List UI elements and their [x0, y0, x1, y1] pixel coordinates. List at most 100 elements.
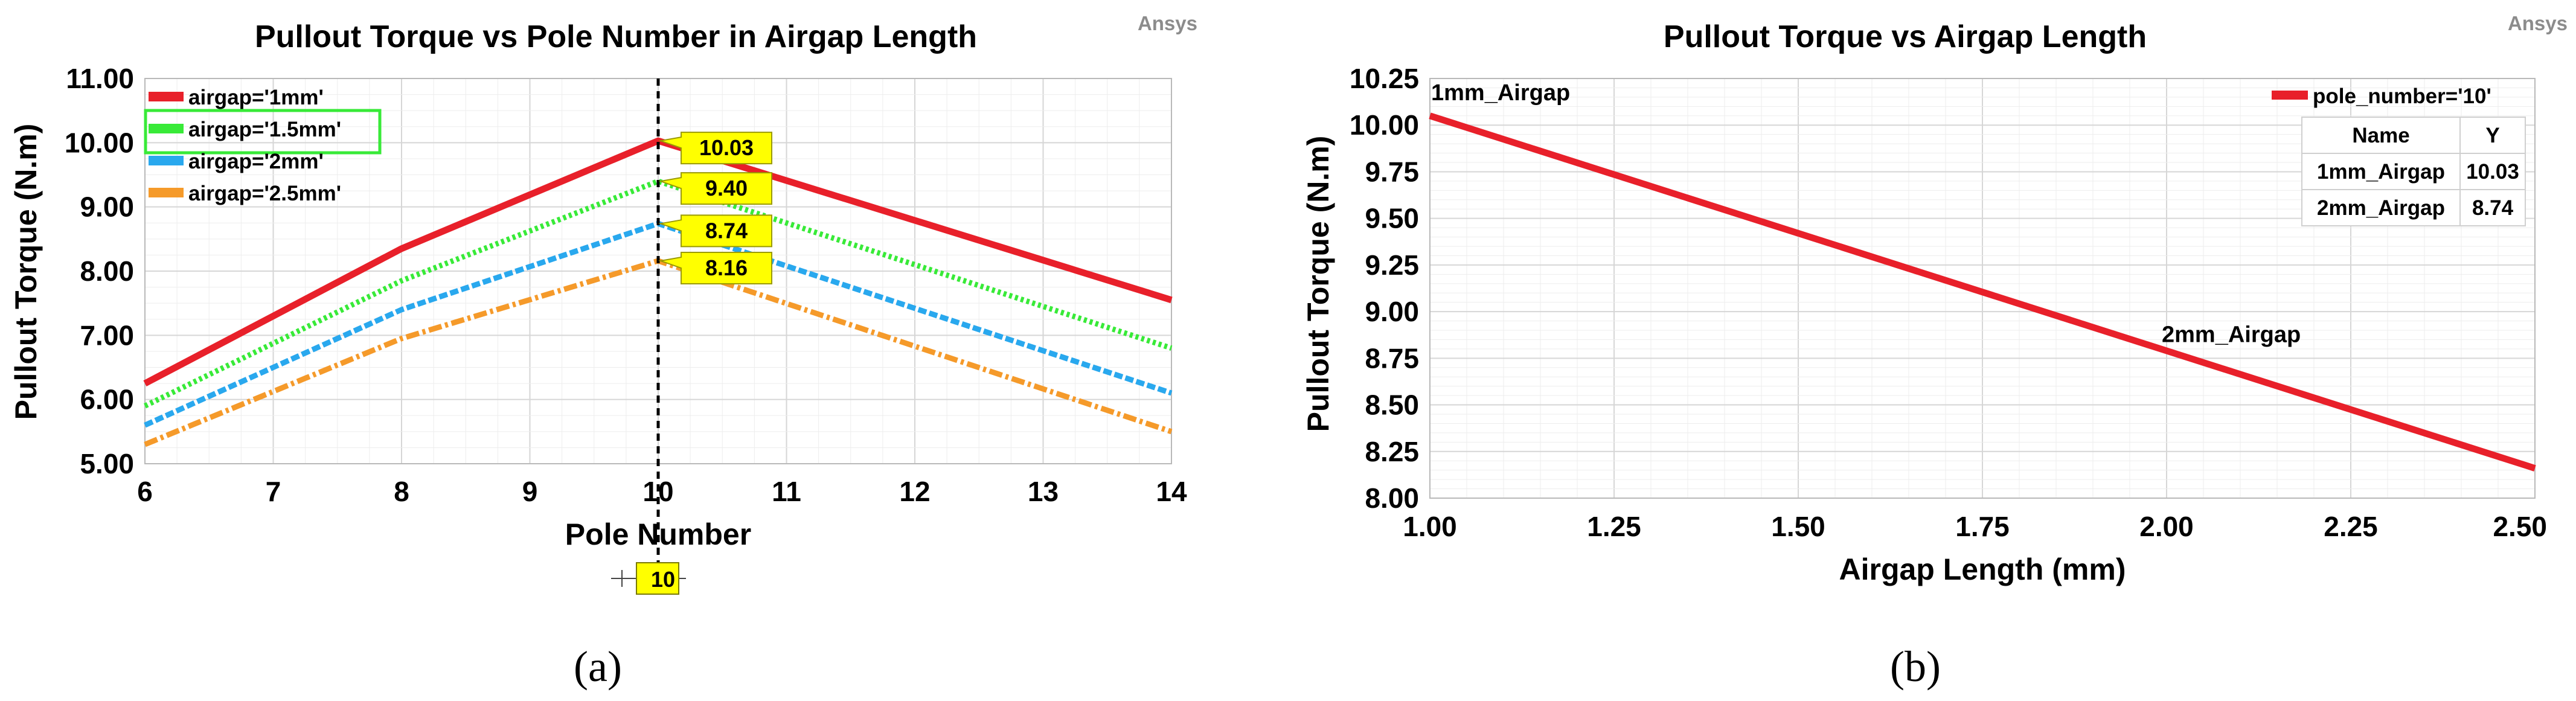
chart-a-x-marker[interactable]: 10	[611, 562, 686, 595]
chart-b-table-cell: 8.74	[2472, 196, 2514, 220]
chart-b-y-tick: 9.25	[1365, 249, 1419, 281]
chart-b-x-tick: 1.00	[1403, 511, 1457, 542]
chart-b-y-tick: 8.50	[1365, 389, 1419, 421]
chart-a-x-tick: 13	[1028, 476, 1059, 507]
chart-b-x-ticks: 1.00 1.25 1.50 1.75 2.00 2.25 2.50	[1403, 511, 2547, 542]
chart-b-table-header: Name	[2352, 124, 2409, 147]
chart-b-x-tick: 2.25	[2324, 511, 2378, 542]
chart-a-brand: Ansys	[1138, 12, 1197, 34]
chart-a-x-ticks: 6 7 8 9 10 11 12 13 14	[137, 476, 1187, 507]
chart-b-y-tick: 9.50	[1365, 203, 1419, 234]
chart-a-marker-3: 8.16	[658, 251, 772, 284]
chart-b-legend-label: pole_number='10'	[2313, 85, 2491, 108]
chart-b-annotations: 1mm_Airgap 2mm_Airgap	[1431, 80, 2301, 347]
chart-a-marker-box	[658, 214, 772, 248]
chart-b-marker-table: Name Y 1mm_Airgap 10.03 2mm_Airgap 8.74	[2301, 117, 2526, 226]
chart-a: Pullout Torque vs Pole Number in Airgap …	[9, 12, 1197, 691]
chart-a-legend-swatch	[149, 124, 184, 133]
chart-a-marker-label: 9.40	[705, 176, 748, 200]
chart-b-annotation-0: 1mm_Airgap	[1431, 80, 1570, 106]
chart-a-marker-label: 8.74	[705, 218, 748, 243]
chart-a-y-tick: 9.00	[80, 191, 134, 223]
chart-b-title: Pullout Torque vs Airgap Length	[1664, 19, 2147, 54]
chart-a-x-label: Pole Number	[565, 517, 751, 551]
chart-a-legend-swatch	[149, 92, 184, 101]
chart-b-annotation-1: 2mm_Airgap	[2162, 322, 2301, 347]
chart-a-marker-box	[658, 172, 772, 205]
chart-b-y-tick: 8.25	[1365, 436, 1419, 467]
chart-a-series	[143, 137, 1173, 447]
chart-a-marker-box	[658, 132, 772, 165]
chart-a-x-tick: 7	[266, 476, 281, 507]
chart-b-legend-item-0: pole_number='10'	[2272, 85, 2491, 108]
chart-a-y-tick: 6.00	[80, 384, 134, 415]
chart-b-y-label: Pullout Torque (N.m)	[1301, 136, 1335, 432]
chart-b-x-tick: 1.50	[1771, 511, 1825, 542]
chart-a-y-label: Pullout Torque (N.m)	[9, 124, 43, 420]
chart-b-table-cell: 2mm_Airgap	[2317, 196, 2445, 220]
chart-a-legend-item-0: airgap='1mm'	[149, 86, 324, 109]
chart-a-markers: 10.03 9.40 8.74 8.16	[658, 132, 772, 284]
chart-b-y-ticks: 8.00 8.25 8.50 8.75 9.00 9.25 9.50 9.75 10.00 10.…	[1350, 63, 1419, 514]
chart-a-x-tick: 12	[899, 476, 930, 507]
chart-a-x-marker-label: 10	[651, 567, 675, 592]
chart-a-marker-label: 8.16	[705, 255, 748, 280]
chart-b-table-cell: 10.03	[2466, 160, 2519, 184]
chart-a-series-line-2	[144, 220, 1173, 428]
chart-a-x-tick: 11	[772, 476, 801, 507]
chart-a-legend-highlight	[144, 109, 382, 155]
chart-b-legend: pole_number='10'	[2272, 85, 2491, 108]
chart-b-y-tick: 8.75	[1365, 342, 1419, 374]
chart-a-y-tick: 10.00	[65, 127, 134, 158]
chart-b-x-tick: 1.25	[1587, 511, 1641, 542]
chart-b-y-tick: 10.00	[1350, 109, 1419, 141]
chart-a-legend-label: airgap='1mm'	[188, 86, 324, 109]
chart-a-grid	[144, 78, 1172, 464]
chart-a-marker-box	[658, 251, 772, 284]
chart-a-legend-label: airgap='1.5mm'	[188, 118, 341, 141]
chart-a-series-line-1	[144, 178, 1173, 409]
chart-b-x-tick: 2.50	[2493, 511, 2547, 542]
chart-a-legend-swatch	[149, 156, 184, 165]
chart-a-x-tick: 6	[137, 476, 153, 507]
chart-a-marker-label: 10.03	[699, 135, 754, 160]
chart-b-y-tick: 9.00	[1365, 296, 1419, 327]
chart-a-y-tick: 7.00	[80, 319, 134, 351]
panel-label-b: (b)	[1890, 642, 1941, 691]
chart-a-y-ticks: 5.00 6.00 7.00 8.00 9.00 10.00 11.00	[65, 63, 134, 479]
chart-a-marker-0: 10.03	[658, 132, 772, 165]
chart-b-x-tick: 2.00	[2139, 511, 2194, 542]
chart-b-y-tick: 8.00	[1365, 482, 1419, 514]
chart-b-series	[1429, 112, 2536, 472]
chart-a-title: Pullout Torque vs Pole Number in Airgap …	[255, 19, 977, 54]
chart-b-x-tick: 1.75	[1955, 511, 2010, 542]
chart-a-marker-2: 8.74	[658, 214, 772, 248]
chart-b-plot-frame	[1429, 78, 2536, 499]
chart-a-x-tick: 8	[394, 476, 409, 507]
chart-a-y-tick: 5.00	[80, 448, 134, 479]
chart-a-legend-label: airgap='2.5mm'	[188, 182, 341, 205]
chart-b-x-label: Airgap Length (mm)	[1839, 552, 2126, 586]
chart-a-legend-item-1: airgap='1.5mm'	[144, 109, 382, 155]
chart-a-legend: airgap='1mm' airgap='1.5mm' airgap='2mm' ai…	[144, 86, 382, 205]
chart-b-table-frame	[2301, 117, 2526, 226]
chart-b-y-tick: 10.25	[1350, 63, 1419, 94]
chart-a-legend-label: airgap='2mm'	[188, 150, 324, 173]
chart-a-legend-item-3: airgap='2.5mm'	[149, 182, 341, 205]
chart-b-table-header: Y	[2485, 124, 2499, 147]
chart-b-y-tick: 9.75	[1365, 156, 1419, 187]
chart-a-x-tick: 14	[1156, 476, 1187, 507]
chart-a-y-tick: 8.00	[80, 255, 134, 287]
chart-a-legend-item-2: airgap='2mm'	[149, 150, 324, 173]
chart-b: Pullout Torque vs Airgap Length Ansys 1m…	[1301, 12, 2568, 691]
chart-b-legend-swatch	[2272, 91, 2308, 100]
chart-b-series-line-0	[1429, 112, 2536, 472]
chart-a-x-tick: 10	[642, 476, 673, 507]
chart-b-table-cell: 1mm_Airgap	[2317, 160, 2445, 184]
chart-a-series-line-3	[144, 258, 1173, 447]
chart-a-y-tick: 11.00	[66, 63, 134, 94]
chart-a-marker-1: 9.40	[658, 172, 772, 205]
panel-label-a: (a)	[574, 642, 622, 691]
chart-a-x-tick: 9	[522, 476, 538, 507]
